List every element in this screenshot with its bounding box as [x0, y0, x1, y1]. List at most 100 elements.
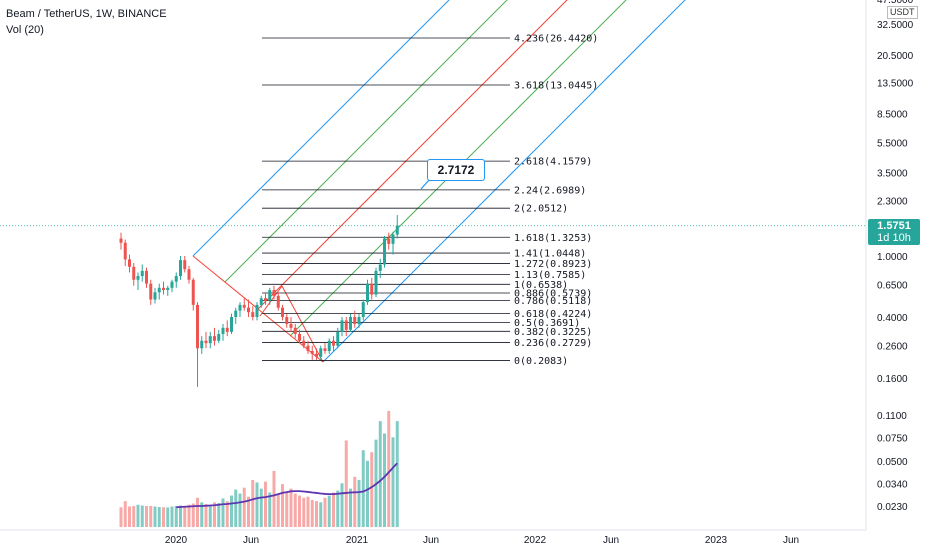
- candle: [217, 329, 221, 344]
- volume-bar: [187, 504, 191, 527]
- candle-body: [179, 260, 182, 277]
- price-tick-label: 0.1600: [877, 374, 908, 385]
- candle-body: [336, 331, 340, 346]
- fib-level-label: 1.13(0.7585): [514, 270, 586, 281]
- time-tick-label: Jun: [783, 535, 799, 546]
- volume-bar: [336, 490, 340, 527]
- candle: [370, 277, 374, 300]
- price-tick-label: 0.2600: [877, 342, 908, 353]
- fib-level-label: 0.618(0.4224): [514, 309, 592, 320]
- volume-bar: [327, 495, 331, 527]
- candle-body: [230, 317, 233, 332]
- fib-level-label: 2(2.0512): [514, 204, 568, 215]
- volume-bar: [200, 502, 204, 527]
- candle-body: [272, 290, 276, 296]
- candle: [230, 313, 233, 334]
- volume-bar: [179, 505, 182, 527]
- candle: [268, 287, 272, 305]
- candle-body: [119, 238, 123, 243]
- fib-level-label: 0.886(0.5739): [514, 288, 592, 299]
- candle-body: [332, 340, 335, 346]
- fork-median-line: [257, 0, 568, 310]
- candle: [353, 310, 357, 328]
- volume-tick-label: 0.0340: [877, 479, 908, 490]
- volume-bar: [191, 503, 195, 527]
- fib-level-label: 1.272(0.8923): [514, 259, 592, 270]
- candle: [234, 307, 238, 325]
- candle: [357, 313, 361, 328]
- volume-bar: [221, 498, 225, 527]
- candle-body: [378, 264, 382, 271]
- candle: [387, 232, 391, 250]
- candle: [187, 266, 191, 284]
- currency-unit[interactable]: USDT: [887, 6, 918, 19]
- volume-bar: [378, 421, 382, 527]
- time-tick-label: Jun: [423, 535, 439, 546]
- price-callout[interactable]: 2.7172: [427, 159, 485, 181]
- candle: [378, 258, 382, 278]
- time-tick-label: 2023: [705, 535, 728, 546]
- volume-bar: [391, 437, 395, 527]
- candle: [285, 313, 289, 328]
- fib-level-label: 3.618(13.0445): [514, 81, 598, 92]
- volume-bar: [285, 492, 289, 527]
- candle-body: [340, 320, 344, 332]
- candlesticks: [119, 215, 399, 387]
- bar-countdown: 1d 10h: [877, 232, 911, 244]
- price-axis: 0.1600 0.2600 0.4000 0.6500 1.0000 2.3000 3.50…: [865, 0, 914, 530]
- volume-bar: [315, 501, 318, 527]
- price-tick-label: 0.4000: [877, 313, 908, 324]
- volume-bar: [289, 488, 293, 527]
- candle-body: [353, 317, 357, 325]
- candle-body: [166, 287, 170, 291]
- volume-bar: [395, 421, 399, 527]
- volume-bar: [387, 410, 391, 527]
- price-tick-label: 3.5000: [877, 169, 908, 180]
- fib-level-label: 1(0.6538): [514, 280, 568, 291]
- candle-body: [213, 336, 216, 341]
- candle: [123, 239, 127, 267]
- candle-body: [310, 351, 314, 354]
- candle: [340, 317, 344, 337]
- volume-bar: [140, 505, 144, 527]
- volume-bar: [149, 506, 153, 527]
- candle-body: [268, 290, 272, 301]
- candle: [366, 279, 369, 305]
- fork-inner-upper: [224, 0, 508, 283]
- candle-body: [238, 304, 242, 311]
- candle: [174, 272, 178, 288]
- volume-bar: [268, 492, 272, 527]
- current-price-value: 1.5751: [877, 220, 911, 232]
- candle-body: [374, 270, 378, 295]
- candle: [395, 215, 399, 239]
- price-tick-label: 8.5000: [877, 110, 908, 121]
- volume-bar: [196, 497, 199, 527]
- candle: [327, 338, 331, 354]
- candle: [276, 292, 280, 311]
- candle-body: [319, 348, 323, 357]
- volume-bar: [323, 497, 327, 527]
- volume-histogram: [119, 410, 399, 527]
- candle-body: [140, 270, 144, 277]
- candle: [242, 298, 246, 311]
- volume-bar: [204, 504, 208, 527]
- candle: [132, 263, 136, 286]
- candle: [204, 331, 208, 349]
- candle: [272, 285, 276, 300]
- candle: [251, 306, 255, 321]
- candle: [374, 267, 378, 298]
- candle-body: [357, 317, 361, 325]
- candle: [166, 285, 170, 296]
- volume-bar: [383, 433, 386, 527]
- volume-bar: [213, 502, 216, 527]
- volume-bar: [136, 504, 140, 527]
- candle-body: [302, 340, 306, 346]
- indicator-label: Vol (20): [6, 24, 44, 36]
- candle-body: [162, 287, 165, 291]
- price-tick-label: 13.5000: [877, 79, 914, 90]
- candle-body: [387, 238, 391, 244]
- volume-bar: [234, 489, 238, 527]
- candle-body: [157, 287, 161, 293]
- candle-body: [217, 333, 221, 341]
- volume-bar: [340, 483, 344, 527]
